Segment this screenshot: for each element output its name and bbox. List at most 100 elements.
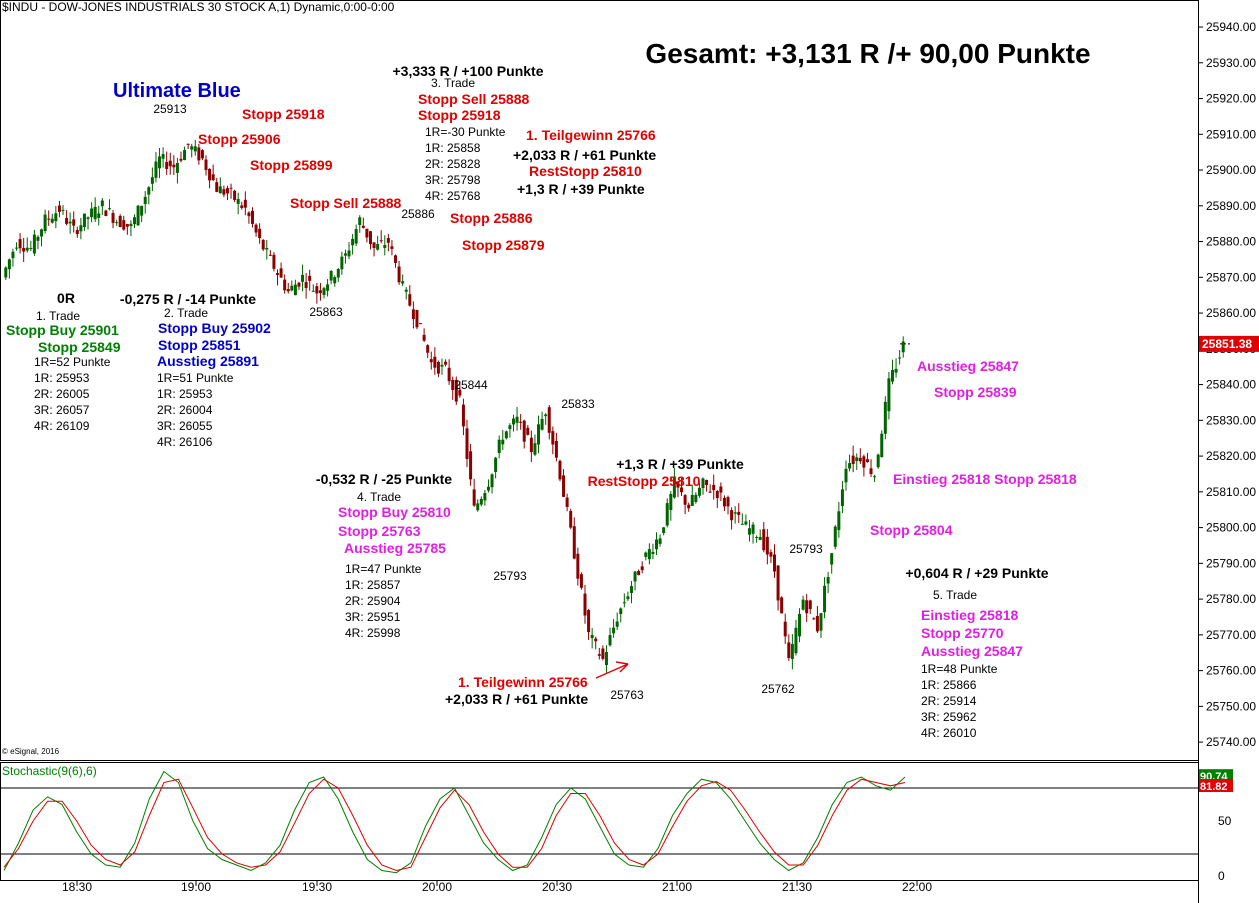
candle-body [844, 468, 848, 483]
candle-body [604, 652, 608, 666]
annotation-label: Stopp 25839 [934, 384, 1017, 400]
candle-body [504, 431, 508, 439]
candle-body [311, 290, 315, 292]
candle-body [290, 285, 294, 291]
annotation-label: 1R=-30 Punkte [425, 125, 506, 139]
candle-body [722, 497, 726, 507]
annotation-label: 1. Teilgewinn 25766 [458, 674, 588, 690]
candle-body [529, 437, 533, 453]
candle-body [508, 425, 512, 430]
annotation-label: 0R [57, 290, 75, 306]
annotation-label: +1,3 R / +39 Punkte [517, 181, 645, 197]
annotation-label: 3R: 26055 [157, 419, 213, 433]
candle-body [726, 497, 730, 507]
candle-body [815, 615, 819, 632]
candle-body [336, 269, 340, 278]
candle-body [150, 177, 154, 184]
candle-body [554, 441, 558, 458]
annotation-label: 25793 [789, 542, 823, 556]
candle-body [75, 230, 79, 235]
candle-body [758, 537, 762, 540]
candle-body [158, 156, 162, 169]
y-tick-label: 25860.00 [1206, 306, 1256, 320]
candle-body [222, 189, 226, 195]
candle-body [43, 214, 47, 231]
candle-body [597, 654, 601, 656]
candle-body [744, 521, 748, 525]
candle-body [526, 427, 530, 435]
candle-body [379, 240, 383, 242]
candle-body [61, 209, 65, 211]
candle-body [747, 528, 751, 535]
y-tick-label: 25900.00 [1206, 163, 1256, 177]
candle-body [780, 597, 784, 614]
candle-body [100, 200, 104, 207]
y-tick-label: 25790.00 [1206, 556, 1256, 570]
candle-body [865, 459, 869, 463]
candle-body [486, 486, 490, 491]
candle-body [172, 164, 176, 168]
candle-body [454, 379, 458, 402]
candle-body [583, 593, 587, 616]
candle-body [304, 282, 308, 288]
candle-body [572, 526, 576, 559]
annotation-label: 25886 [401, 207, 435, 221]
candle-body [565, 497, 569, 507]
annotation-label: 25763 [610, 688, 644, 702]
candle-body [93, 206, 97, 220]
annotation-label: Stopp 25899 [250, 157, 333, 173]
annotation-label: Stopp 25851 [158, 337, 241, 353]
candle-body [837, 511, 841, 531]
candle-body [25, 247, 29, 251]
candle-body [54, 213, 58, 222]
candle-body [208, 168, 212, 181]
candle-body [15, 247, 19, 249]
candle-body [254, 224, 258, 233]
candle-body [140, 205, 144, 216]
candle-body [651, 551, 655, 554]
candle-body [494, 457, 498, 472]
candle-body [562, 475, 566, 497]
candle-body [79, 225, 83, 232]
candle-body [215, 182, 219, 192]
candle-body [365, 228, 369, 238]
y-tick-label: 25930.00 [1206, 56, 1256, 70]
candle-body [204, 159, 208, 171]
candle-body [712, 484, 716, 491]
annotation-label: 1R: 25953 [34, 371, 90, 385]
annotation-label: 1R: 25866 [921, 678, 977, 692]
annotation-label: Stopp Buy 25810 [338, 504, 451, 520]
candle-body [637, 570, 641, 576]
candle-body [361, 225, 365, 228]
candle-body [372, 242, 376, 248]
candle-body [229, 187, 233, 189]
annotation-label: 2R: 25904 [345, 594, 401, 608]
annotation-label: 25793 [493, 569, 527, 583]
annotation-label: Ultimate Blue [113, 80, 241, 102]
annotation-label: 1R=47 Punkte [345, 562, 422, 576]
candle-body [540, 418, 544, 430]
candle-body [776, 565, 780, 601]
candle-body [411, 309, 415, 320]
candle-body [436, 361, 440, 374]
y-tick-label: 25740.00 [1206, 735, 1256, 749]
candle-body [733, 512, 737, 514]
stochastic-d-value: 81.82 [1200, 781, 1228, 793]
candle-body [422, 334, 426, 341]
candle-body [469, 451, 473, 480]
annotation-label: Stopp Sell 25888 [418, 91, 529, 107]
annotation-label: 2R: 26004 [157, 403, 213, 417]
annotation-label: Einstieg 25818 Stopp 25818 [893, 471, 1077, 487]
candle-body [655, 539, 659, 550]
annotation-label: Stopp 25849 [38, 339, 121, 355]
candle-body [644, 552, 648, 557]
y-tick-label: 25940.00 [1206, 20, 1256, 34]
y-tick-label: 25890.00 [1206, 199, 1256, 213]
candle-body [551, 431, 555, 445]
candle-body [161, 154, 165, 159]
candle-body [7, 259, 11, 270]
candle-body [240, 205, 244, 208]
candle-body [301, 274, 305, 282]
candle-body [640, 566, 644, 571]
